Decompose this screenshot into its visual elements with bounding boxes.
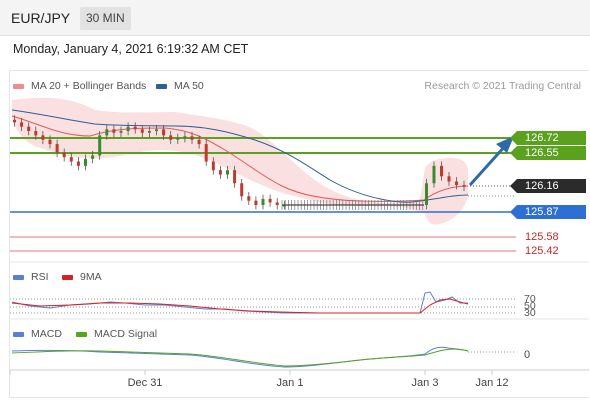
rsi-level-label: 50 bbox=[524, 300, 536, 312]
candle-body bbox=[162, 129, 166, 136]
candle-body bbox=[119, 131, 123, 133]
macd-zero-label: 0 bbox=[524, 349, 530, 361]
support-price-tag: 125.87 bbox=[510, 205, 586, 219]
candle-body bbox=[140, 129, 144, 133]
candle-body bbox=[183, 136, 187, 138]
candle-body bbox=[48, 139, 52, 145]
legend-swatch bbox=[156, 83, 167, 89]
candle-body bbox=[176, 138, 180, 140]
candle-body bbox=[126, 126, 130, 132]
x-axis-ticks bbox=[9, 370, 493, 375]
projection-arrow bbox=[468, 136, 514, 187]
legend-label: MACD bbox=[31, 328, 62, 340]
macd-signal-line bbox=[11, 348, 469, 367]
candle-body bbox=[282, 205, 286, 207]
candle-body bbox=[462, 185, 466, 187]
legend-macd: MACD bbox=[13, 328, 62, 340]
candle-body bbox=[218, 170, 222, 175]
rsi-ma-line bbox=[11, 298, 469, 314]
candle-body bbox=[169, 135, 173, 140]
legend-rsi-ma: 9MA bbox=[62, 271, 102, 283]
candle-body bbox=[155, 129, 158, 132]
candle-body bbox=[247, 196, 251, 201]
candle-body bbox=[447, 176, 451, 182]
legend-swatch bbox=[13, 331, 24, 337]
candlestick-series bbox=[13, 115, 466, 211]
credit-text: Research © 2021 Trading Central bbox=[424, 80, 581, 92]
legend-swatch bbox=[76, 331, 87, 337]
candle-body bbox=[432, 165, 436, 184]
minor-price-label: 125.42 bbox=[525, 245, 559, 257]
candle-body bbox=[197, 139, 201, 145]
x-tick-label: Dec 31 bbox=[127, 377, 163, 389]
legend-ma50: MA 50 bbox=[156, 80, 204, 92]
legend-rsi: RSI bbox=[13, 271, 49, 283]
candle-body bbox=[20, 122, 24, 127]
legend-label: MA 50 bbox=[174, 80, 204, 92]
minor-price-label: 125.58 bbox=[525, 231, 559, 243]
rsi-level-label: 70 bbox=[524, 293, 536, 305]
legend-label: 9MA bbox=[80, 271, 102, 283]
candle-body bbox=[76, 161, 80, 166]
candle-body bbox=[240, 183, 244, 197]
legend-ma20: MA 20 + Bollinger Bands bbox=[13, 80, 146, 92]
candle-body bbox=[98, 135, 102, 156]
candle-body bbox=[440, 165, 443, 177]
candle-body bbox=[275, 202, 279, 206]
candle-body bbox=[27, 126, 31, 132]
rsi-level-label: 30 bbox=[524, 307, 536, 319]
legend-swatch bbox=[13, 83, 24, 89]
candle-body bbox=[261, 198, 265, 206]
candle-body bbox=[69, 157, 73, 162]
candle-body bbox=[204, 144, 208, 162]
ma20-line bbox=[11, 115, 469, 202]
candle-body bbox=[226, 170, 229, 175]
timeframe-button[interactable]: 30 MIN bbox=[80, 7, 131, 30]
x-tick-label: Jan 12 bbox=[475, 377, 509, 389]
candle-body bbox=[62, 152, 66, 158]
candle-body bbox=[91, 155, 95, 159]
toolbar: EUR/JPY 30 MIN bbox=[0, 0, 590, 36]
candle-body bbox=[233, 170, 237, 184]
candle-body bbox=[268, 198, 272, 203]
candle-body bbox=[84, 158, 87, 166]
legend-swatch bbox=[62, 274, 73, 280]
report-datetime: Monday, January 4, 2021 6:19:32 AM CET bbox=[13, 42, 249, 56]
chart-frame bbox=[9, 70, 589, 398]
x-tick-label: Jan 1 bbox=[276, 377, 304, 389]
candle-body bbox=[455, 181, 458, 186]
legend-macd-signal: MACD Signal bbox=[76, 328, 157, 340]
macd-line bbox=[11, 346, 469, 368]
candle-body bbox=[34, 131, 38, 136]
candle-body bbox=[133, 126, 137, 130]
legend-label: MACD Signal bbox=[94, 328, 158, 340]
x-tick-label: Jan 3 bbox=[411, 377, 439, 389]
candle-body bbox=[211, 161, 215, 171]
legend-label: MA 20 + Bollinger Bands bbox=[31, 80, 147, 92]
resistance-price-tag: 126.72 bbox=[510, 131, 586, 145]
candle-body bbox=[112, 129, 116, 133]
candle-body bbox=[13, 119, 16, 123]
currency-pair-title: EUR/JPY bbox=[11, 10, 71, 26]
candle-body bbox=[190, 136, 194, 140]
resistance-price-tag: 126.55 bbox=[510, 146, 586, 160]
candle-body bbox=[147, 131, 151, 133]
candle-body bbox=[55, 144, 59, 153]
legend-label: RSI bbox=[31, 271, 49, 283]
candle-body bbox=[41, 135, 45, 140]
ma50-line bbox=[11, 109, 469, 203]
candle-body bbox=[105, 129, 109, 136]
legend-swatch bbox=[13, 274, 24, 280]
candle-body bbox=[254, 200, 258, 206]
last-price-tag: 126.16 bbox=[510, 179, 586, 193]
candle-body bbox=[425, 183, 428, 206]
